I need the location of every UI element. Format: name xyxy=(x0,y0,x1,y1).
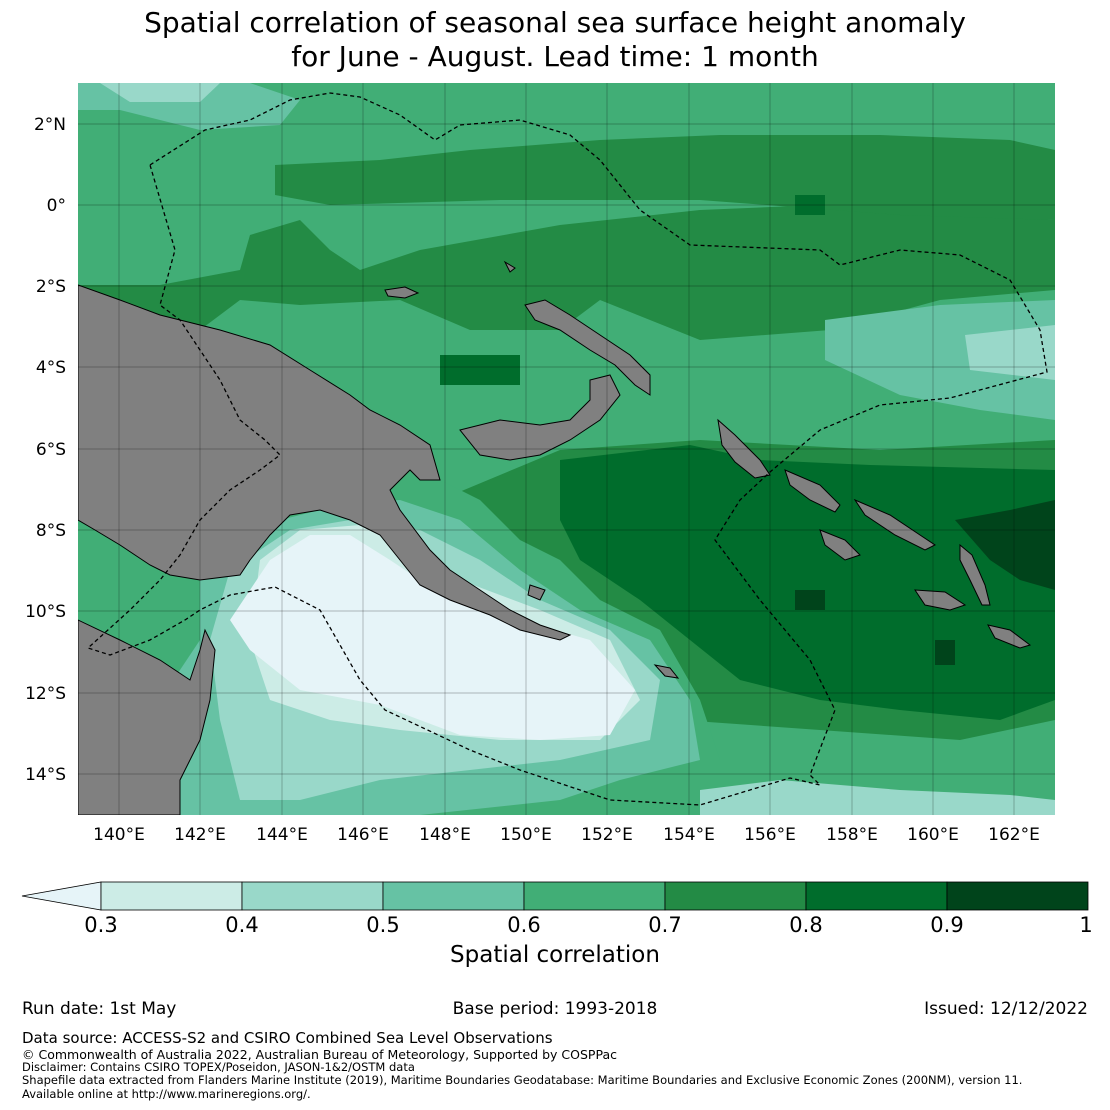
run-date: Run date: 1st May xyxy=(22,999,177,1019)
lon-label: 148°E xyxy=(419,825,471,845)
region-0.8-patch2 xyxy=(795,195,825,215)
lon-label: 160°E xyxy=(907,825,959,845)
correlation-map: 2°N 0° 2°S 4°S 6°S 8°S 10°S 12°S 14°S 14… xyxy=(21,83,1089,911)
base-period: Base period: 1993-2018 xyxy=(452,999,658,1019)
region-0.9-patch2 xyxy=(935,640,955,665)
lat-label: 0° xyxy=(47,196,66,216)
lat-label: 4°S xyxy=(36,358,66,378)
land-isabel xyxy=(853,498,936,551)
land-manus xyxy=(384,286,420,299)
lon-label: 154°E xyxy=(663,825,715,845)
lon-label: 146°E xyxy=(337,825,389,845)
colorbar-tick: 0.8 xyxy=(789,913,823,937)
lat-label: 2°N xyxy=(34,115,66,135)
colorbar-tick: 0.4 xyxy=(225,913,259,937)
region-under-gulf xyxy=(230,535,635,740)
lat-label: 10°S xyxy=(25,602,66,622)
colorbar-tick: 0.9 xyxy=(930,913,964,937)
region-0.8-patch xyxy=(440,355,520,385)
lon-label: 162°E xyxy=(988,825,1040,845)
land-new-georgia xyxy=(819,529,861,561)
gridlines xyxy=(78,83,1055,815)
region-0.7 xyxy=(78,205,1055,340)
land-guadalcanal xyxy=(914,589,967,611)
colorbar-tick: 1 xyxy=(1079,913,1093,937)
region-0.4-nw xyxy=(100,83,220,102)
copyright: © Commonwealth of Australia 2022, Austra… xyxy=(22,1047,617,1062)
colorbar-tick: 0.6 xyxy=(507,913,541,937)
lon-label: 142°E xyxy=(174,825,226,845)
disclaimer: Disclaimer: Contains CSIRO TOPEX/Poseido… xyxy=(22,1060,415,1074)
lon-label: 144°E xyxy=(256,825,308,845)
colorbar-under-triangle xyxy=(21,881,102,911)
region-0.4-south xyxy=(700,780,1055,815)
land-louisiade xyxy=(653,664,680,679)
lon-label: 150°E xyxy=(500,825,552,845)
eez-boundary xyxy=(86,92,1048,806)
colorbar-tick: 0.3 xyxy=(84,913,118,937)
colorbar-tick: 0.5 xyxy=(366,913,400,937)
lon-label: 158°E xyxy=(826,825,878,845)
map-title-line2: for June - August. Lead time: 1 month xyxy=(291,40,819,73)
shapefile-credit: Shapefile data extracted from Flanders M… xyxy=(22,1073,1023,1087)
issued-date: Issued: 12/12/2022 xyxy=(924,999,1088,1019)
colorbar-segment xyxy=(382,881,525,911)
land-new-ireland xyxy=(503,260,516,273)
region-0.7-top xyxy=(275,135,1055,220)
colorbar-segment xyxy=(241,881,384,911)
land-choiseul xyxy=(784,469,841,513)
colorbar-tick: 0.7 xyxy=(648,913,682,937)
region-0.4-ne xyxy=(965,325,1055,380)
land-cape-york xyxy=(78,619,216,815)
land-dentrecasteaux xyxy=(527,584,546,601)
map-title-line1: Spatial correlation of seasonal sea surf… xyxy=(144,6,966,39)
lon-label: 156°E xyxy=(744,825,796,845)
land-new-britain xyxy=(524,299,651,396)
lat-label: 2°S xyxy=(36,277,66,297)
lon-label: 152°E xyxy=(581,825,633,845)
lon-label: 140°E xyxy=(93,825,145,845)
lat-label: 8°S xyxy=(36,521,66,541)
data-source: Data source: ACCESS-S2 and CSIRO Combine… xyxy=(22,1029,553,1047)
land-new-guinea xyxy=(78,284,572,641)
available-online: Available online at http://www.marinereg… xyxy=(22,1087,311,1101)
lat-label: 14°S xyxy=(25,765,66,785)
lat-label: 6°S xyxy=(36,440,66,460)
colorbar-title: Spatial correlation xyxy=(450,942,660,968)
lat-label: 12°S xyxy=(25,684,66,704)
colorbar-segment xyxy=(946,881,1089,911)
colorbar xyxy=(21,881,1089,911)
region-0.8 xyxy=(560,445,1055,720)
colorbar-segment xyxy=(664,881,807,911)
colorbar-segment xyxy=(100,881,243,911)
land-new-guinea-north-coast xyxy=(459,374,621,461)
land-bougainville xyxy=(717,418,771,479)
land-malaita xyxy=(959,543,991,606)
region-0.9-patch xyxy=(795,590,825,610)
land-makira xyxy=(987,624,1032,649)
region-0.5-ne xyxy=(825,300,1055,420)
colorbar-segment xyxy=(523,881,666,911)
colorbar-segment xyxy=(805,881,948,911)
region-0.9 xyxy=(955,500,1055,590)
